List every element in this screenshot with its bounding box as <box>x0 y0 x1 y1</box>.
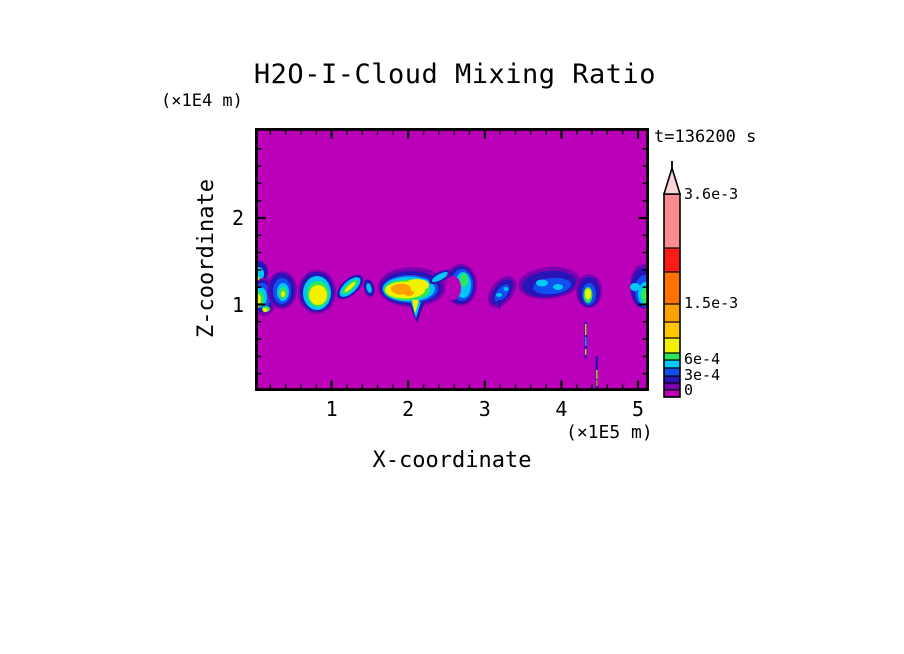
x-axis-unit-label: (×1E5 m) <box>566 422 653 443</box>
plot-title: H2O-I-Cloud Mixing Ratio <box>253 59 657 90</box>
x-tick-label: 1 <box>325 397 338 421</box>
x-axis-title: X-coordinate <box>372 448 532 473</box>
z-tick-label: 2 <box>231 206 244 230</box>
colorbar-label: 1.5e-3 <box>684 294 739 312</box>
plot-area <box>254 127 650 395</box>
x-tick-label: 5 <box>631 397 645 421</box>
colorbar-label: 0 <box>684 381 694 399</box>
colorbar-label: 3e-4 <box>684 366 721 384</box>
timestamp-label: t=136200 s <box>654 127 757 147</box>
colorbar-label: 3.6e-3 <box>684 185 739 203</box>
x-tick-label: 2 <box>402 397 415 421</box>
z-axis-unit-label: (×1E4 m) <box>161 91 243 111</box>
colorbar-svg <box>662 161 682 398</box>
z-tick-label: 1 <box>231 292 244 317</box>
colorbar <box>659 155 689 409</box>
x-tick-label: 4 <box>555 397 568 421</box>
contour-plot-svg <box>254 127 650 392</box>
colorbar-label: 6e-4 <box>684 350 721 368</box>
x-tick-label: 3 <box>478 397 491 421</box>
